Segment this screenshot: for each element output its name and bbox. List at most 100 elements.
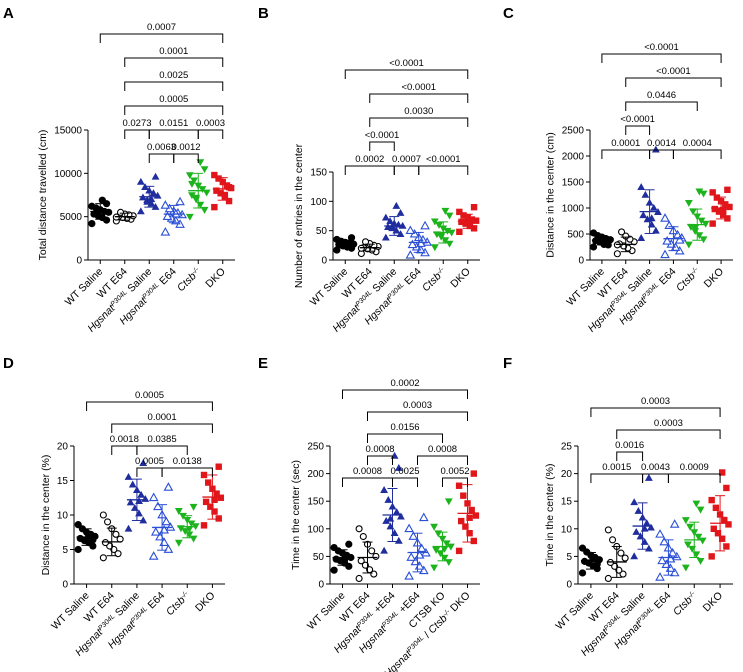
p-value-label: <0.0001 bbox=[620, 114, 655, 125]
data-point bbox=[430, 564, 438, 572]
x-tick-label-part: DKO bbox=[203, 266, 228, 291]
data-point bbox=[76, 534, 84, 543]
data-point bbox=[460, 212, 467, 219]
bracket-line bbox=[111, 445, 138, 455]
data-point bbox=[137, 490, 146, 498]
data-point bbox=[330, 566, 338, 574]
p-value-label: 0.0138 bbox=[173, 456, 202, 467]
data-point bbox=[160, 200, 171, 209]
bracket-line bbox=[136, 467, 163, 477]
data-point bbox=[153, 501, 163, 511]
data-point bbox=[163, 482, 174, 491]
series-1 bbox=[355, 525, 380, 583]
data-point bbox=[462, 523, 469, 530]
data-point bbox=[139, 516, 148, 524]
significance-bracket: 0.0030 bbox=[369, 106, 469, 127]
data-point bbox=[98, 196, 106, 204]
significance-bracket: 0.0138 bbox=[161, 456, 213, 477]
data-point bbox=[435, 222, 443, 229]
x-tick-label-part: -/- bbox=[191, 266, 201, 276]
data-point bbox=[381, 213, 390, 221]
y-tick-label: 150 bbox=[310, 168, 327, 179]
y-tick-label: 15 bbox=[561, 497, 573, 508]
significance-bracket: 0.0009 bbox=[667, 462, 721, 483]
data-point bbox=[148, 492, 159, 502]
p-value-label: 0.0005 bbox=[135, 456, 164, 467]
data-point bbox=[355, 525, 363, 533]
data-point bbox=[447, 543, 455, 551]
series-4 bbox=[684, 188, 710, 249]
data-point bbox=[604, 526, 612, 534]
significance-bracket: 0.0151 bbox=[148, 118, 199, 139]
panel-F: F 0 5 10 15 20 25 Time in the center (%) WT Sali… bbox=[503, 355, 733, 659]
significance-bracket: <0.0001 bbox=[344, 58, 469, 79]
data-point bbox=[698, 537, 707, 545]
data-point bbox=[418, 512, 429, 522]
data-point bbox=[651, 226, 660, 234]
data-point bbox=[713, 194, 721, 201]
data-point bbox=[470, 204, 478, 211]
significance-bracket: 0.0012 bbox=[171, 142, 201, 163]
p-value-label: 0.0008 bbox=[365, 444, 394, 455]
data-point bbox=[200, 471, 208, 479]
y-tick-label: 15000 bbox=[54, 126, 82, 137]
y-tick-label: 2000 bbox=[562, 152, 585, 163]
series-3 bbox=[160, 196, 187, 236]
bracket-line bbox=[625, 101, 698, 111]
y-tick-label: 10000 bbox=[54, 169, 82, 180]
data-point bbox=[637, 183, 646, 190]
data-point bbox=[405, 225, 416, 235]
bracket-line bbox=[124, 81, 224, 91]
data-point bbox=[724, 215, 731, 222]
bracket-line bbox=[667, 473, 721, 483]
data-point bbox=[718, 469, 726, 476]
series-3 bbox=[405, 220, 432, 259]
data-point bbox=[630, 552, 639, 560]
p-value-label: <0.0001 bbox=[656, 66, 691, 77]
x-tick-label: WT Saline bbox=[553, 590, 596, 633]
data-point bbox=[225, 184, 233, 191]
p-value-label: 0.0003 bbox=[196, 118, 225, 129]
p-value-label: 0.0007 bbox=[147, 22, 176, 33]
x-tick-label-part: WT Saline bbox=[305, 590, 348, 633]
bracket-line bbox=[417, 455, 468, 465]
data-point bbox=[405, 250, 416, 259]
data-point bbox=[104, 518, 112, 526]
p-value-label: 0.0018 bbox=[110, 434, 139, 445]
data-point bbox=[117, 208, 125, 216]
y-axis-label: Time in the center (sec) bbox=[290, 460, 302, 570]
p-value-label: 0.0007 bbox=[392, 154, 421, 165]
data-point bbox=[697, 217, 706, 225]
data-point bbox=[99, 554, 107, 562]
data-point bbox=[384, 495, 393, 503]
data-point bbox=[632, 528, 641, 535]
data-point bbox=[621, 554, 629, 562]
x-tick-label-part: -/- bbox=[436, 266, 446, 276]
data-point bbox=[124, 472, 133, 480]
data-point bbox=[179, 512, 187, 520]
data-point bbox=[709, 220, 716, 227]
data-point bbox=[189, 535, 198, 543]
x-tick-label-part: -/- bbox=[180, 590, 190, 600]
x-tick-label: DKO bbox=[701, 590, 726, 615]
bracket-line bbox=[86, 401, 213, 411]
data-point bbox=[211, 496, 218, 504]
data-point bbox=[221, 191, 229, 199]
data-point bbox=[444, 559, 453, 567]
y-tick-label: 50 bbox=[316, 226, 328, 237]
series-4 bbox=[174, 503, 200, 547]
data-point bbox=[445, 240, 454, 248]
significance-bracket: 0.0003 bbox=[196, 118, 225, 139]
data-point bbox=[649, 203, 658, 211]
x-tick-label: Ctsb-/- bbox=[420, 265, 449, 294]
x-tick-label-part: WT Saline bbox=[49, 590, 92, 633]
data-point bbox=[396, 208, 405, 216]
series-5 bbox=[709, 186, 733, 227]
data-point bbox=[667, 547, 678, 557]
data-point bbox=[664, 220, 675, 230]
data-point bbox=[372, 552, 380, 560]
data-point bbox=[407, 239, 418, 249]
data-point bbox=[642, 519, 651, 527]
data-point bbox=[213, 187, 220, 194]
data-point bbox=[441, 207, 450, 215]
